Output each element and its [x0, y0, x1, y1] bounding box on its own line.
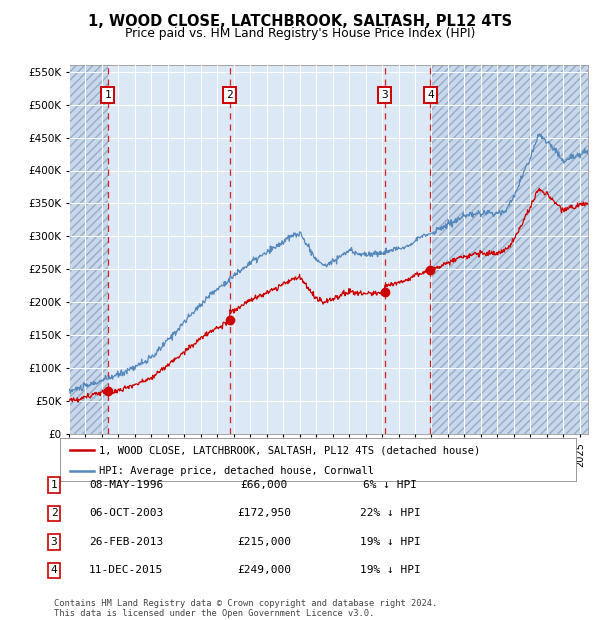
- Text: Price paid vs. HM Land Registry's House Price Index (HPI): Price paid vs. HM Land Registry's House …: [125, 27, 475, 40]
- Text: 1, WOOD CLOSE, LATCHBROOK, SALTASH, PL12 4TS (detached house): 1, WOOD CLOSE, LATCHBROOK, SALTASH, PL12…: [98, 445, 480, 455]
- Text: 2: 2: [50, 508, 58, 518]
- Text: 11-DEC-2015: 11-DEC-2015: [89, 565, 163, 575]
- Text: £249,000: £249,000: [237, 565, 291, 575]
- Text: 06-OCT-2003: 06-OCT-2003: [89, 508, 163, 518]
- Text: 3: 3: [381, 90, 388, 100]
- Bar: [430, 65, 588, 434]
- Text: 1, WOOD CLOSE, LATCHBROOK, SALTASH, PL12 4TS: 1, WOOD CLOSE, LATCHBROOK, SALTASH, PL12…: [88, 14, 512, 29]
- Text: 2: 2: [226, 90, 233, 100]
- Text: 08-MAY-1996: 08-MAY-1996: [89, 480, 163, 490]
- Text: 26-FEB-2013: 26-FEB-2013: [89, 537, 163, 547]
- Bar: [69, 65, 108, 434]
- Text: £172,950: £172,950: [237, 508, 291, 518]
- Text: 1: 1: [50, 480, 58, 490]
- Text: 19% ↓ HPI: 19% ↓ HPI: [359, 565, 421, 575]
- Text: £215,000: £215,000: [237, 537, 291, 547]
- Text: 19% ↓ HPI: 19% ↓ HPI: [359, 537, 421, 547]
- Text: £66,000: £66,000: [241, 480, 287, 490]
- Text: 4: 4: [50, 565, 58, 575]
- Text: Contains HM Land Registry data © Crown copyright and database right 2024.
This d: Contains HM Land Registry data © Crown c…: [54, 599, 437, 618]
- Text: 3: 3: [50, 537, 58, 547]
- Text: HPI: Average price, detached house, Cornwall: HPI: Average price, detached house, Corn…: [98, 466, 374, 476]
- Text: 22% ↓ HPI: 22% ↓ HPI: [359, 508, 421, 518]
- Text: 1: 1: [104, 90, 111, 100]
- Text: 6% ↓ HPI: 6% ↓ HPI: [363, 480, 417, 490]
- Text: 4: 4: [427, 90, 434, 100]
